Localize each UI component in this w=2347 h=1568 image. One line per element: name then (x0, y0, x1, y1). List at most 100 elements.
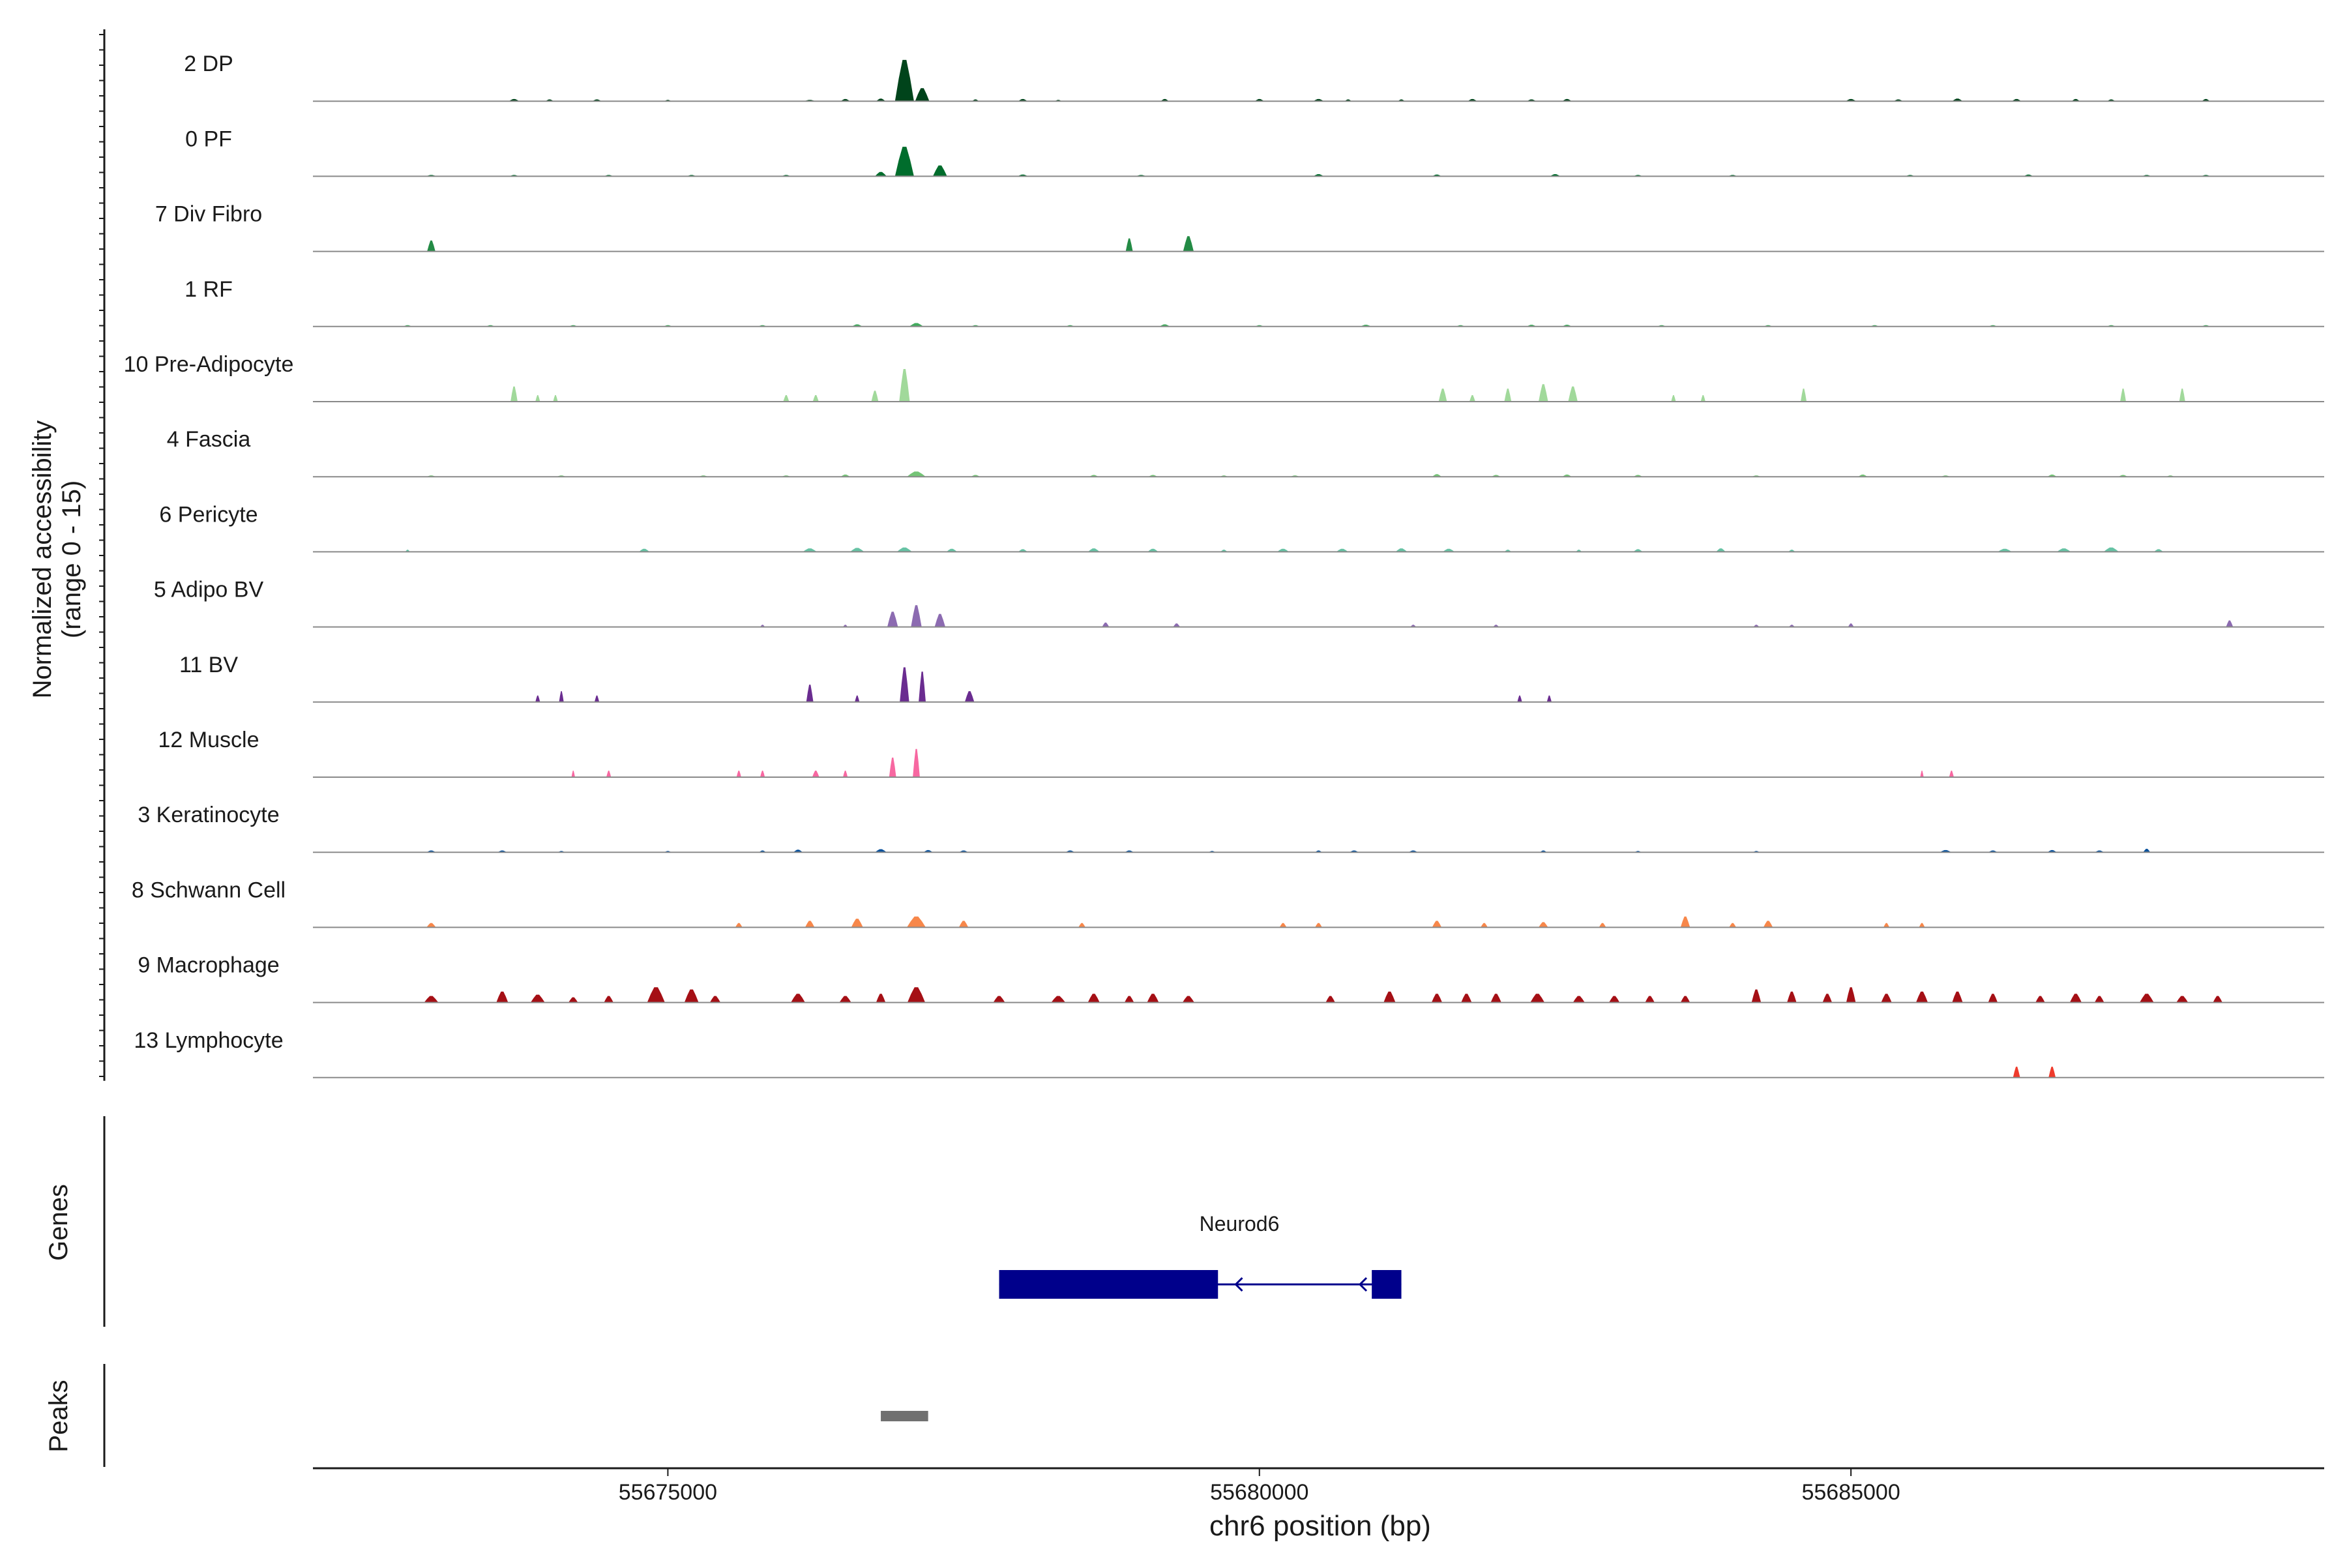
peaks-panel (103, 1364, 928, 1467)
coverage-peak (2013, 1067, 2020, 1078)
track-10: 12 Muscle (158, 728, 2324, 778)
coverage-peak (1469, 395, 1475, 402)
coverage-peak (849, 548, 864, 552)
y-axis-label: Normalized accessibility (28, 421, 57, 699)
coverage-peak (791, 994, 805, 1003)
coverage-peak (530, 994, 545, 1003)
track-label: 5 Adipo BV (154, 578, 264, 602)
coverage-peak (1846, 987, 1856, 1003)
coverage-peak (1087, 548, 1100, 552)
coverage-peak (1568, 386, 1578, 402)
coverage-peak (2048, 1067, 2056, 1078)
coverage-peak (1848, 623, 1854, 627)
gene-name: Neurod6 (1200, 1212, 1280, 1235)
coverage-peak (1277, 548, 1290, 552)
coverage-peak (894, 147, 914, 177)
coverage-peak (1700, 395, 1705, 402)
coverage-peak (2094, 996, 2104, 1003)
coverage-peak (1481, 923, 1488, 928)
coverage-peak (871, 391, 879, 402)
coverage-peak (1173, 623, 1181, 627)
track-label: 7 Div Fibro (155, 202, 262, 227)
track-5: 10 Pre-Adipocyte (124, 352, 2324, 402)
coverage-peak (915, 88, 930, 102)
coverage-peak (535, 695, 540, 702)
coverage-peak (1763, 921, 1773, 928)
coverage-peak (1438, 389, 1447, 402)
track-label: 1 RF (185, 277, 233, 302)
coverage-peak (1078, 923, 1085, 928)
coverage-peak (1998, 548, 2012, 552)
coverage-peak (894, 59, 914, 102)
coverage-peak (1920, 771, 1924, 777)
x-tick-label: 55675000 (619, 1480, 717, 1505)
coverage-peak (812, 771, 819, 777)
coverage-peak (1431, 994, 1443, 1003)
x-tick-label: 55685000 (1801, 1480, 1900, 1505)
track-2: 0 PF (185, 126, 2324, 177)
coverage-peak (1539, 384, 1548, 402)
coverage-peak (1315, 923, 1322, 928)
track-1: 2 DP (184, 52, 2324, 102)
coverage-peak (1787, 991, 1797, 1003)
coverage-peak (1183, 236, 1194, 252)
coverage-peak (875, 849, 887, 853)
peaks-panel-label: Peaks (44, 1380, 73, 1452)
track-9: 11 BV (179, 653, 2324, 703)
track-12: 8 Schwann Cell (132, 878, 2324, 928)
track-label: 3 Keratinocyte (138, 803, 279, 827)
coverage-peak (839, 996, 851, 1003)
coverage-peak (1530, 994, 1545, 1003)
genes-panel: Neurod6 (103, 1116, 1402, 1327)
coverage-peak (1490, 994, 1501, 1003)
coverage-peak (1881, 994, 1892, 1003)
coverage-peak (1919, 923, 1925, 928)
coverage-peak (907, 987, 926, 1003)
coverage-peak (1915, 991, 1928, 1003)
coverage-peak (1645, 996, 1655, 1003)
coverage-peak (1546, 695, 1552, 702)
coverage-peak (2103, 547, 2119, 552)
coverage-peak (1801, 389, 1807, 402)
gene-exon (999, 1270, 1218, 1299)
coverage-peak (876, 994, 886, 1003)
coverage-peak (1279, 923, 1287, 928)
strand-arrow-icon (1358, 1277, 1368, 1292)
coverage-peak (606, 771, 612, 777)
coverage-peak (424, 996, 439, 1003)
coverage-peak (964, 691, 975, 702)
peak-region (881, 1411, 928, 1421)
coverage-peak (1822, 994, 1833, 1003)
coverage-peak (913, 748, 920, 777)
coverage-peak (851, 919, 863, 928)
coverage-peak (1517, 695, 1522, 702)
coverage-peak (1539, 922, 1548, 928)
coverage-peak (427, 240, 435, 252)
track-14: 13 Lymphocyte (134, 1028, 2324, 1078)
coverage-peak (1395, 548, 1408, 552)
track-label: 11 BV (179, 653, 238, 677)
coverage-peak (958, 921, 969, 928)
coverage-peak (760, 771, 765, 777)
coverage-peak (1461, 994, 1472, 1003)
coverage-peak (1680, 996, 1690, 1003)
coverage-peak (568, 997, 578, 1003)
x-axis-label: chr6 position (bp) (1209, 1510, 1431, 1542)
coverage-peak (1599, 923, 1606, 928)
coverage-peak (2143, 848, 2151, 853)
track-label: 8 Schwann Cell (132, 878, 286, 902)
genes-panel-label: Genes (44, 1184, 73, 1261)
coverage-peak (2226, 620, 2234, 627)
coverage-peak (1051, 996, 1066, 1003)
track-label: 10 Pre-Adipocyte (124, 352, 294, 377)
track-4: 1 RF (185, 277, 2324, 327)
coverage-peak (804, 921, 815, 928)
coverage-peak (594, 695, 600, 702)
x-tick-label: 55680000 (1210, 1480, 1308, 1505)
coverage-peak (559, 691, 564, 702)
coverage-peak (736, 771, 741, 777)
coverage-peak (1504, 389, 1512, 402)
coverage-peak (2139, 994, 2154, 1003)
